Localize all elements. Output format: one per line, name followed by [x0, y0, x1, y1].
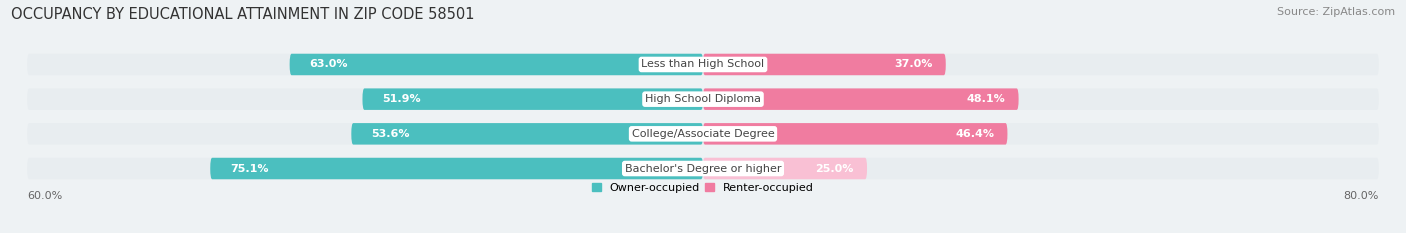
FancyBboxPatch shape	[27, 88, 1379, 110]
FancyBboxPatch shape	[703, 158, 868, 179]
Text: 48.1%: 48.1%	[967, 94, 1005, 104]
Text: College/Associate Degree: College/Associate Degree	[631, 129, 775, 139]
FancyBboxPatch shape	[703, 88, 1018, 110]
Text: 25.0%: 25.0%	[815, 164, 853, 174]
Legend: Owner-occupied, Renter-occupied: Owner-occupied, Renter-occupied	[592, 183, 814, 193]
Text: 51.9%: 51.9%	[382, 94, 420, 104]
FancyBboxPatch shape	[27, 54, 1379, 75]
Text: 46.4%: 46.4%	[955, 129, 994, 139]
Text: Bachelor's Degree or higher: Bachelor's Degree or higher	[624, 164, 782, 174]
Text: OCCUPANCY BY EDUCATIONAL ATTAINMENT IN ZIP CODE 58501: OCCUPANCY BY EDUCATIONAL ATTAINMENT IN Z…	[11, 7, 475, 22]
Text: 80.0%: 80.0%	[1344, 191, 1379, 201]
Text: 60.0%: 60.0%	[27, 191, 62, 201]
FancyBboxPatch shape	[703, 54, 946, 75]
FancyBboxPatch shape	[352, 123, 703, 145]
Text: 63.0%: 63.0%	[309, 59, 347, 69]
Text: 37.0%: 37.0%	[894, 59, 932, 69]
Text: Less than High School: Less than High School	[641, 59, 765, 69]
FancyBboxPatch shape	[703, 123, 1008, 145]
Text: Source: ZipAtlas.com: Source: ZipAtlas.com	[1277, 7, 1395, 17]
FancyBboxPatch shape	[27, 123, 1379, 145]
Text: 75.1%: 75.1%	[231, 164, 269, 174]
FancyBboxPatch shape	[290, 54, 703, 75]
FancyBboxPatch shape	[211, 158, 703, 179]
Text: High School Diploma: High School Diploma	[645, 94, 761, 104]
FancyBboxPatch shape	[27, 158, 1379, 179]
FancyBboxPatch shape	[363, 88, 703, 110]
Text: 53.6%: 53.6%	[371, 129, 409, 139]
